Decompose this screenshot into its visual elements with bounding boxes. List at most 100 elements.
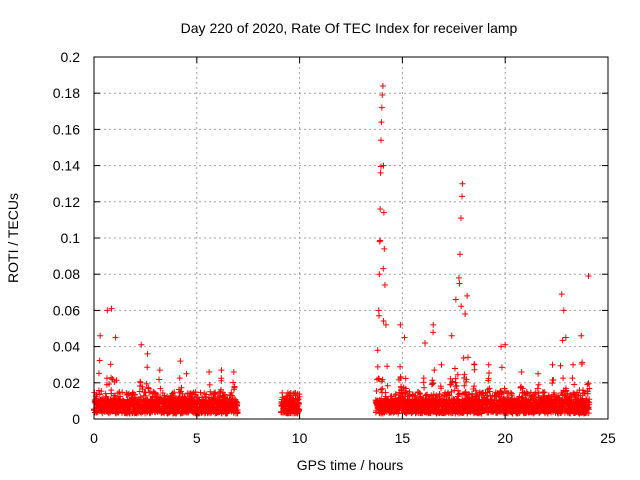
data-point xyxy=(558,291,565,298)
data-point xyxy=(131,391,138,398)
data-point xyxy=(212,391,219,398)
data-point xyxy=(384,382,391,389)
y-axis-title: ROTI / TECUs xyxy=(5,193,21,283)
y-tick-label: 0.04 xyxy=(53,339,80,355)
data-point xyxy=(466,391,473,398)
data-point xyxy=(380,162,387,169)
data-point xyxy=(429,380,436,387)
data-point xyxy=(376,312,383,319)
data-point xyxy=(112,334,119,341)
y-tick-label: 0.14 xyxy=(53,158,80,174)
data-point xyxy=(563,387,570,394)
data-point xyxy=(502,341,509,348)
data-points xyxy=(90,82,593,417)
data-point xyxy=(179,390,186,397)
data-point xyxy=(458,303,465,310)
data-point xyxy=(472,387,479,394)
x-tick-label: 25 xyxy=(600,430,616,446)
data-point xyxy=(433,392,440,399)
data-point xyxy=(455,274,462,281)
data-point xyxy=(471,361,478,368)
data-point xyxy=(423,392,430,399)
data-point xyxy=(217,386,224,393)
x-tick-label: 15 xyxy=(395,430,411,446)
data-point xyxy=(545,393,552,400)
data-point xyxy=(422,339,429,346)
y-tick-label: 0.2 xyxy=(61,49,81,65)
data-point xyxy=(296,393,303,400)
data-point xyxy=(534,385,541,392)
grid-lines xyxy=(94,57,608,419)
data-point xyxy=(228,392,235,399)
data-point xyxy=(96,391,103,398)
data-point xyxy=(438,361,445,368)
data-point xyxy=(218,377,225,384)
data-point xyxy=(102,390,109,397)
data-point xyxy=(498,364,505,371)
data-point xyxy=(382,321,389,328)
data-point xyxy=(230,379,237,386)
data-point xyxy=(459,193,466,200)
data-point xyxy=(97,332,104,339)
data-point xyxy=(461,374,467,381)
data-point xyxy=(137,394,144,401)
data-point xyxy=(378,137,385,144)
data-point xyxy=(461,382,468,389)
data-point xyxy=(459,180,466,187)
x-tick-label: 5 xyxy=(193,430,201,446)
data-point xyxy=(585,398,592,405)
data-point xyxy=(154,391,161,398)
data-point xyxy=(157,385,164,392)
data-point xyxy=(403,388,410,395)
data-point xyxy=(456,251,463,258)
data-point xyxy=(452,375,459,382)
data-point xyxy=(380,265,387,272)
data-point xyxy=(377,163,384,170)
data-point xyxy=(107,361,114,368)
data-point xyxy=(460,355,467,362)
data-point xyxy=(401,334,408,341)
data-point xyxy=(377,386,384,393)
data-point xyxy=(570,361,577,368)
data-point xyxy=(498,343,505,350)
data-point xyxy=(230,368,237,375)
data-point xyxy=(402,375,409,382)
x-tick-labels: 0 5 10 15 20 25 xyxy=(90,430,616,446)
data-point xyxy=(139,386,146,393)
data-point xyxy=(465,354,472,361)
data-point xyxy=(207,388,214,395)
data-point xyxy=(430,321,437,328)
data-point xyxy=(96,357,103,364)
data-point xyxy=(381,282,388,289)
data-point xyxy=(171,389,178,396)
data-point xyxy=(378,104,385,111)
data-point xyxy=(397,373,404,380)
x-tick-label: 10 xyxy=(292,430,308,446)
data-point xyxy=(457,215,464,222)
data-point xyxy=(380,209,387,216)
data-point xyxy=(378,119,385,126)
data-point xyxy=(374,363,381,370)
data-point xyxy=(114,390,121,397)
data-point xyxy=(373,387,380,394)
data-point xyxy=(98,388,105,395)
data-point xyxy=(438,385,445,392)
data-point xyxy=(231,384,238,391)
data-point xyxy=(535,381,542,388)
axis-ticks xyxy=(93,56,609,420)
y-tick-label: 0.08 xyxy=(53,266,80,282)
data-point xyxy=(137,378,144,385)
data-point xyxy=(518,368,525,375)
x-axis-title: GPS time / hours xyxy=(297,457,404,473)
data-point xyxy=(571,381,578,388)
data-point xyxy=(176,375,183,382)
y-tick-labels: 0 0.02 0.04 0.06 0.08 0.1 0.12 0.14 0.16 0.18 0.2 xyxy=(53,49,80,427)
data-point xyxy=(145,385,152,392)
y-tick-label: 0.12 xyxy=(53,194,80,210)
data-point xyxy=(471,383,478,390)
data-point xyxy=(381,245,388,252)
data-point xyxy=(550,376,557,383)
data-point xyxy=(586,385,593,392)
data-point xyxy=(234,399,241,406)
